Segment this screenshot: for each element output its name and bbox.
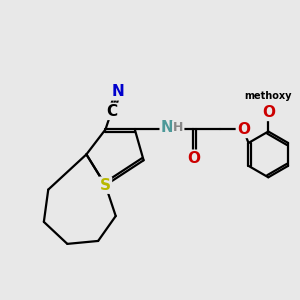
Text: S: S	[100, 178, 111, 193]
Text: N: N	[112, 84, 124, 99]
Text: N: N	[161, 121, 173, 136]
Text: O: O	[187, 151, 200, 166]
Text: O: O	[262, 105, 275, 120]
Text: methoxy: methoxy	[244, 91, 292, 101]
Text: H: H	[173, 122, 183, 134]
Text: C: C	[106, 104, 117, 119]
Text: O: O	[237, 122, 250, 137]
